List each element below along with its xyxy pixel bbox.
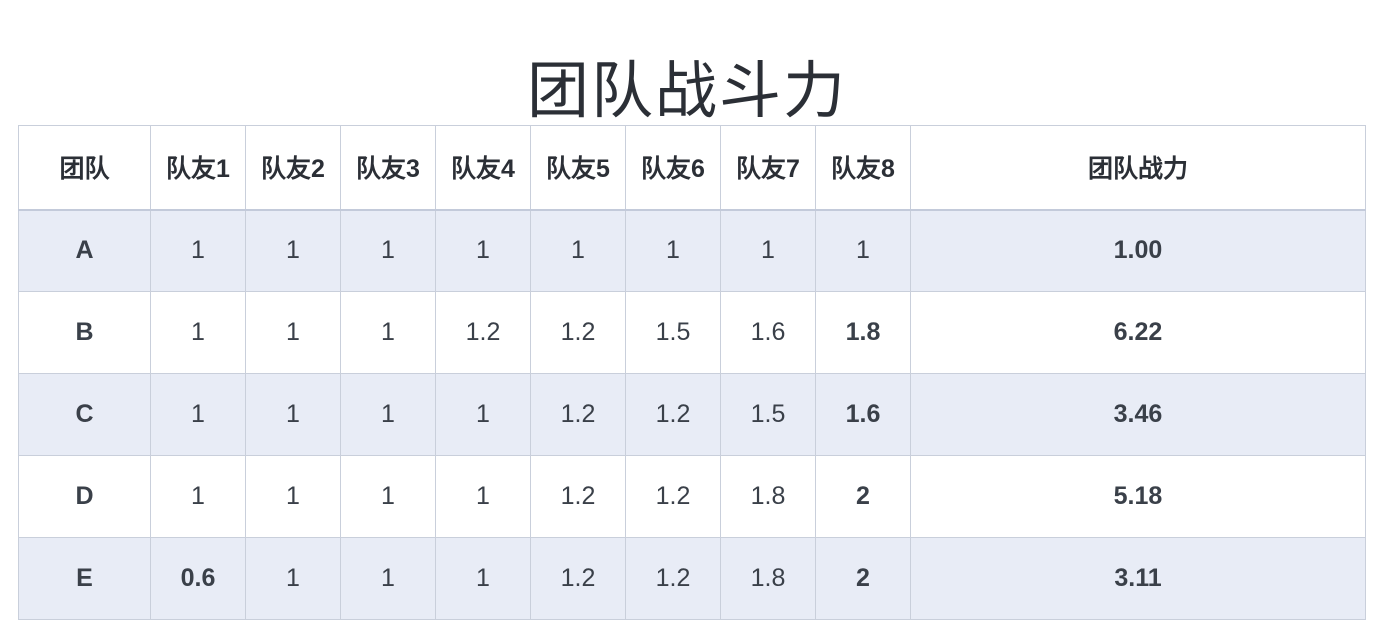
table-row: A 1 1 1 1 1 1 1 1 1.00 (18, 209, 1366, 292)
cell-mate-2: 1 (245, 455, 341, 538)
column-header-mate1[interactable]: 队友1 (150, 125, 246, 211)
cell-team-power: 6.22 (910, 291, 1366, 374)
cell-mate-5: 1.2 (530, 291, 626, 374)
cell-mate-4: 1 (435, 455, 531, 538)
cell-mate-8: 1.8 (815, 291, 911, 374)
column-header-mate4[interactable]: 队友4 (435, 125, 531, 211)
cell-mate-2: 1 (245, 373, 341, 456)
cell-mate-2: 1 (245, 291, 341, 374)
cell-mate-5: 1.2 (530, 455, 626, 538)
column-header-team[interactable]: 团队 (18, 125, 151, 211)
column-header-mate7[interactable]: 队友7 (720, 125, 816, 211)
column-header-mate3[interactable]: 队友3 (340, 125, 436, 211)
cell-mate-8: 1.6 (815, 373, 911, 456)
cell-mate-7: 1.8 (720, 455, 816, 538)
cell-team-name: D (18, 455, 151, 538)
table-header: 团队 队友1 队友2 队友3 队友4 队友5 队友6 队友7 队友8 团队战力 (18, 125, 1366, 211)
cell-mate-4: 1 (435, 537, 531, 620)
cell-mate-5: 1.2 (530, 537, 626, 620)
cell-mate-7: 1.6 (720, 291, 816, 374)
cell-mate-2: 1 (245, 209, 341, 292)
column-header-mate5[interactable]: 队友5 (530, 125, 626, 211)
cell-mate-5: 1.2 (530, 373, 626, 456)
cell-mate-7: 1 (720, 209, 816, 292)
table-body: A 1 1 1 1 1 1 1 1 1.00 B 1 1 1 1.2 1.2 1.5 1.6 1.8 6.22 C 1 1 1… (18, 209, 1366, 620)
cell-mate-2: 1 (245, 537, 341, 620)
cell-mate-6: 1.2 (625, 455, 721, 538)
cell-team-name: B (18, 291, 151, 374)
cell-mate-3: 1 (340, 455, 436, 538)
cell-mate-4: 1 (435, 373, 531, 456)
cell-mate-6: 1.5 (625, 291, 721, 374)
cell-mate-7: 1.8 (720, 537, 816, 620)
cell-team-power: 1.00 (910, 209, 1366, 292)
cell-mate-1: 1 (150, 455, 246, 538)
table-row: E 0.6 1 1 1 1.2 1.2 1.8 2 3.11 (18, 537, 1366, 620)
cell-mate-1: 1 (150, 291, 246, 374)
cell-mate-3: 1 (340, 291, 436, 374)
cell-mate-6: 1.2 (625, 537, 721, 620)
table-row: B 1 1 1 1.2 1.2 1.5 1.6 1.8 6.22 (18, 291, 1366, 374)
cell-mate-1: 1 (150, 209, 246, 292)
table-header-row: 团队 队友1 队友2 队友3 队友4 队友5 队友6 队友7 队友8 团队战力 (18, 125, 1366, 211)
column-header-mate6[interactable]: 队友6 (625, 125, 721, 211)
cell-mate-6: 1.2 (625, 373, 721, 456)
cell-team-name: E (18, 537, 151, 620)
cell-team-power: 3.11 (910, 537, 1366, 620)
table-row: C 1 1 1 1 1.2 1.2 1.5 1.6 3.46 (18, 373, 1366, 456)
cell-mate-6: 1 (625, 209, 721, 292)
cell-team-power: 3.46 (910, 373, 1366, 456)
cell-team-name: A (18, 209, 151, 292)
column-header-mate8[interactable]: 队友8 (815, 125, 911, 211)
cell-mate-1: 0.6 (150, 537, 246, 620)
cell-mate-7: 1.5 (720, 373, 816, 456)
cell-mate-1: 1 (150, 373, 246, 456)
cell-mate-8: 2 (815, 537, 911, 620)
cell-mate-4: 1.2 (435, 291, 531, 374)
cell-mate-8: 1 (815, 209, 911, 292)
cell-mate-3: 1 (340, 537, 436, 620)
cell-team-power: 5.18 (910, 455, 1366, 538)
page-title: 团队战斗力 (526, 56, 847, 126)
cell-mate-3: 1 (340, 209, 436, 292)
cell-team-name: C (18, 373, 151, 456)
cell-mate-8: 2 (815, 455, 911, 538)
table-row: D 1 1 1 1 1.2 1.2 1.8 2 5.18 (18, 455, 1366, 538)
cell-mate-3: 1 (340, 373, 436, 456)
cell-mate-5: 1 (530, 209, 626, 292)
column-header-mate2[interactable]: 队友2 (245, 125, 341, 211)
cell-mate-4: 1 (435, 209, 531, 292)
column-header-power[interactable]: 团队战力 (910, 125, 1366, 211)
